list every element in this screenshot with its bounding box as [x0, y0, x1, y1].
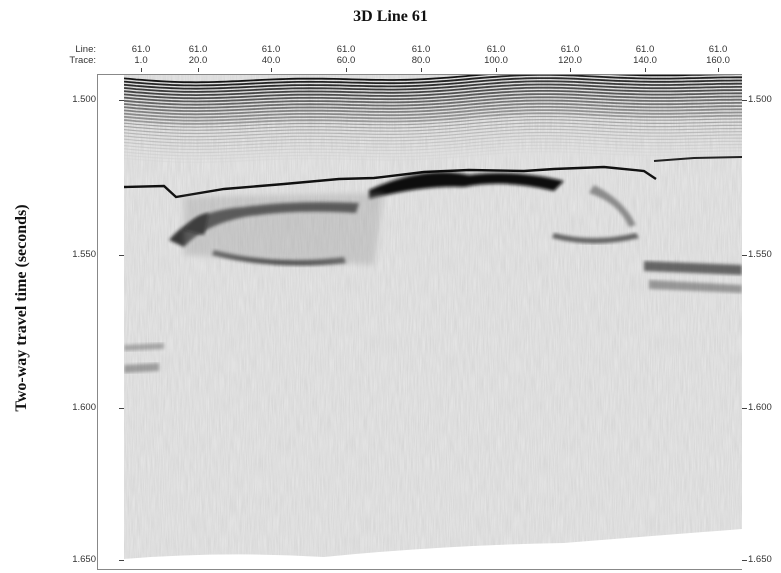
water-band: [124, 128, 742, 141]
time-tick-mark: [119, 560, 124, 561]
time-tick-label-right: 1.550: [748, 249, 772, 260]
trace-tick-mark: [346, 68, 347, 72]
time-tick-mark: [742, 100, 747, 101]
trace-header-trace-value: 80.0: [411, 55, 431, 66]
trace-tick-mark: [198, 68, 199, 72]
water-band: [124, 131, 742, 144]
time-tick-label-right: 1.500: [748, 94, 772, 105]
trace-header-trace-value: 20.0: [188, 55, 208, 66]
water-band: [124, 90, 742, 103]
section-title: 3D Line 61: [353, 8, 428, 25]
trace-header-line-value: 61.0: [261, 44, 281, 55]
y-axis-label-text: Two-way travel time (seconds): [13, 204, 30, 412]
water-band: [124, 135, 742, 147]
trace-header-trace-value: 40.0: [261, 55, 281, 66]
trace-header-line-value: 61.0: [336, 44, 356, 55]
trace-tick-mark: [421, 68, 422, 72]
water-band: [124, 115, 742, 128]
trace-header-line-value: 61.0: [635, 44, 655, 55]
water-band: [124, 122, 742, 135]
trace-header-trace-value: 140.0: [633, 55, 657, 66]
trace-header-line-value: 61.0: [131, 44, 151, 55]
seismic-section-image: [124, 75, 742, 569]
trace-header-line-value: 61.0: [188, 44, 208, 55]
trace-tick-mark: [570, 68, 571, 72]
time-tick-label-right: 1.650: [748, 554, 772, 565]
water-band: [124, 151, 742, 163]
trace-header-line-value: 61.0: [411, 44, 431, 55]
water-band: [124, 106, 742, 119]
water-band: [124, 75, 742, 84]
trace-tick-mark: [496, 68, 497, 72]
trace-tick-mark: [718, 68, 719, 72]
image-noise: [124, 75, 742, 569]
water-band: [124, 96, 742, 109]
time-tick-label-left: 1.500: [72, 94, 96, 105]
water-column-bands: [124, 75, 742, 163]
water-band: [124, 141, 742, 154]
water-band: [124, 86, 742, 100]
line-header-key: Line:: [75, 44, 96, 55]
time-tick-mark: [119, 255, 124, 256]
trace-tick-mark: [271, 68, 272, 72]
time-tick-label-left: 1.650: [72, 554, 96, 565]
trace-header-trace-value: 1.0: [134, 55, 148, 66]
water-band: [124, 112, 742, 125]
trace-header-line-value: 61.0: [560, 44, 580, 55]
water-band: [124, 147, 742, 160]
water-band: [124, 109, 742, 122]
trace-header-line-value: 61.0: [486, 44, 506, 55]
water-band: [124, 75, 742, 87]
water-band: [124, 80, 742, 93]
water-band: [124, 138, 742, 151]
trace-header-trace-value: 120.0: [558, 55, 582, 66]
time-tick-label-right: 1.600: [748, 402, 772, 413]
water-band: [124, 119, 742, 131]
water-band: [124, 125, 742, 138]
trace-header-key: Trace:: [69, 55, 96, 66]
trace-tick-mark: [141, 68, 142, 72]
trace-header-line-value: 61.0: [708, 44, 728, 55]
trace-tick-mark: [645, 68, 646, 72]
time-tick-label-left: 1.600: [72, 402, 96, 413]
water-band: [124, 102, 742, 116]
time-tick-mark: [742, 560, 747, 561]
time-tick-mark: [742, 255, 747, 256]
time-tick-mark: [119, 100, 124, 101]
water-band: [124, 83, 742, 97]
time-tick-mark: [119, 408, 124, 409]
time-tick-mark: [742, 408, 747, 409]
trace-header-trace-value: 60.0: [336, 55, 356, 66]
time-tick-label-left: 1.550: [72, 249, 96, 260]
trace-header-trace-value: 160.0: [706, 55, 730, 66]
trace-header-trace-value: 100.0: [484, 55, 508, 66]
bottom-mute: [124, 529, 742, 569]
water-band: [124, 77, 742, 90]
water-band: [124, 93, 742, 106]
water-band: [124, 144, 742, 157]
water-band: [124, 99, 742, 113]
buried-structure: [124, 156, 742, 373]
